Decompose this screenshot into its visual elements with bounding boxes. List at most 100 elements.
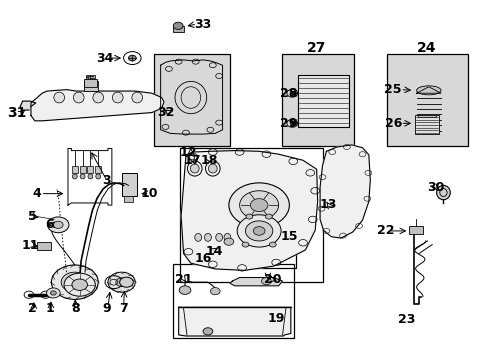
Circle shape	[250, 199, 267, 212]
Ellipse shape	[208, 164, 217, 173]
Circle shape	[237, 215, 281, 247]
Circle shape	[120, 281, 123, 284]
Ellipse shape	[436, 185, 449, 200]
Circle shape	[265, 214, 272, 219]
Text: 33: 33	[194, 18, 211, 31]
Text: 8: 8	[71, 302, 80, 315]
Bar	[189, 219, 234, 253]
Text: 14: 14	[205, 244, 223, 257]
Text: 34: 34	[96, 51, 113, 64]
Text: 22: 22	[376, 224, 394, 238]
Circle shape	[290, 92, 294, 95]
Text: 29: 29	[279, 117, 297, 130]
Bar	[87, 166, 93, 173]
Text: 32: 32	[157, 106, 174, 119]
Ellipse shape	[88, 174, 93, 179]
Text: 10: 10	[141, 187, 158, 200]
Bar	[72, 166, 78, 173]
Text: 17: 17	[183, 154, 201, 167]
Circle shape	[108, 272, 135, 292]
Circle shape	[203, 328, 212, 335]
Circle shape	[61, 272, 88, 292]
Circle shape	[46, 288, 60, 298]
Bar	[83, 81, 98, 91]
Text: 5: 5	[28, 210, 37, 223]
Text: 16: 16	[194, 252, 211, 265]
Bar	[282, 54, 353, 146]
Bar	[122, 173, 137, 196]
Text: 19: 19	[267, 311, 285, 325]
Text: 11: 11	[21, 239, 39, 252]
Text: 20: 20	[264, 273, 281, 286]
Polygon shape	[31, 90, 163, 121]
Circle shape	[179, 286, 190, 294]
Text: 4: 4	[33, 187, 41, 200]
Circle shape	[64, 273, 95, 296]
Bar	[179, 148, 323, 282]
Text: 1: 1	[45, 302, 54, 315]
Bar	[83, 79, 97, 87]
Text: 21: 21	[174, 273, 192, 286]
Circle shape	[239, 191, 278, 220]
Bar	[172, 26, 183, 32]
Ellipse shape	[112, 92, 123, 103]
Bar	[95, 166, 101, 173]
Circle shape	[50, 291, 56, 295]
Text: 13: 13	[319, 198, 336, 211]
Text: 24: 24	[416, 41, 436, 55]
Circle shape	[70, 279, 80, 286]
Text: 27: 27	[306, 41, 325, 55]
Bar	[154, 54, 229, 146]
Polygon shape	[20, 101, 36, 110]
Ellipse shape	[204, 233, 211, 241]
Text: 28: 28	[279, 87, 297, 100]
Text: 31: 31	[7, 105, 26, 120]
Circle shape	[253, 226, 264, 235]
Circle shape	[116, 278, 127, 287]
Text: 7: 7	[119, 302, 128, 315]
Bar	[224, 202, 296, 268]
Circle shape	[173, 22, 183, 30]
Ellipse shape	[215, 233, 222, 241]
Ellipse shape	[132, 92, 142, 103]
Circle shape	[51, 265, 98, 300]
Ellipse shape	[190, 164, 199, 173]
Text: 26: 26	[384, 117, 401, 130]
Circle shape	[47, 217, 69, 233]
Circle shape	[53, 221, 63, 228]
Bar	[298, 75, 348, 127]
Ellipse shape	[194, 233, 201, 241]
Bar	[123, 196, 133, 202]
Polygon shape	[181, 150, 317, 270]
Text: 15: 15	[280, 230, 298, 243]
Ellipse shape	[93, 92, 103, 103]
Circle shape	[261, 278, 271, 285]
Bar	[172, 264, 293, 338]
Text: 23: 23	[397, 312, 414, 326]
Polygon shape	[178, 307, 290, 336]
Circle shape	[269, 242, 276, 247]
Ellipse shape	[73, 92, 84, 103]
Polygon shape	[416, 87, 440, 93]
Bar	[80, 166, 85, 173]
Text: 3: 3	[102, 174, 111, 187]
Circle shape	[120, 277, 133, 287]
Circle shape	[224, 238, 233, 245]
Polygon shape	[320, 145, 369, 238]
Text: 6: 6	[45, 218, 54, 231]
Circle shape	[242, 242, 248, 247]
Bar	[414, 116, 438, 134]
Polygon shape	[229, 278, 282, 286]
Circle shape	[72, 279, 87, 291]
Text: 12: 12	[179, 145, 197, 158]
Circle shape	[290, 122, 294, 125]
Circle shape	[210, 288, 220, 295]
Text: 2: 2	[28, 302, 37, 315]
Text: 25: 25	[384, 83, 401, 96]
Circle shape	[245, 214, 252, 219]
Bar	[408, 226, 422, 234]
Text: 18: 18	[200, 154, 218, 167]
Text: 9: 9	[102, 302, 111, 315]
Bar	[417, 115, 435, 117]
Circle shape	[245, 221, 272, 241]
